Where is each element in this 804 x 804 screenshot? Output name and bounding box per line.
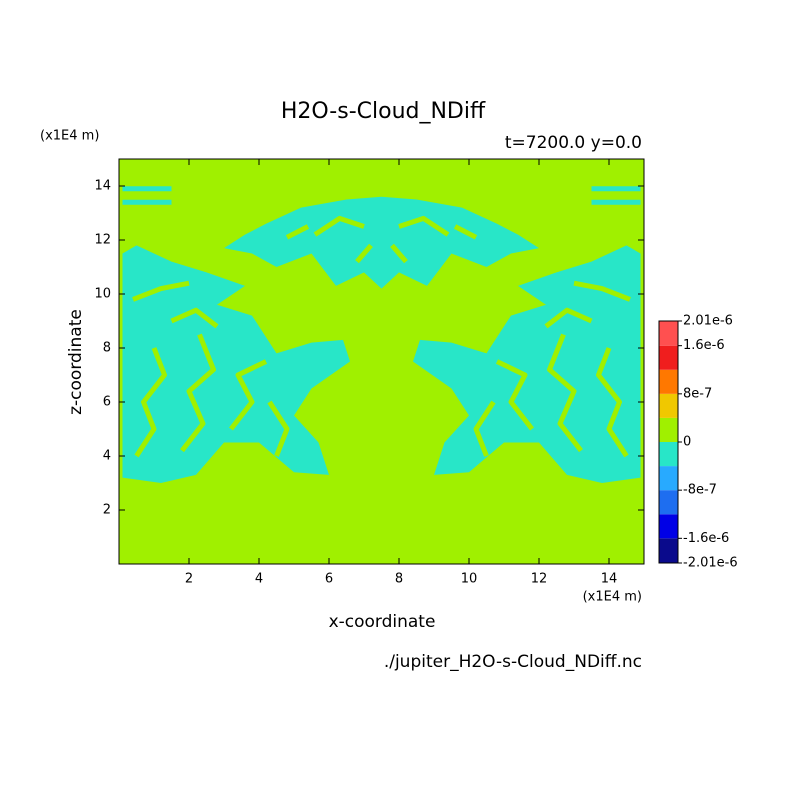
colorbar-label: -2.01e-6 xyxy=(683,556,738,571)
contour-hole xyxy=(285,224,310,240)
contour-hole xyxy=(180,333,216,453)
colorbar-label: 2.01e-6 xyxy=(683,314,733,329)
contour-hole xyxy=(267,400,290,457)
contour-hole xyxy=(313,215,365,237)
contour-hole xyxy=(473,400,496,457)
y-unit: (x1E4 m) xyxy=(40,129,99,144)
contour-hole xyxy=(596,347,629,458)
chart-subtitle: t=7200.0 y=0.0 xyxy=(505,133,642,153)
y-tick-label: 10 xyxy=(94,287,111,302)
x-tick-label: 14 xyxy=(601,572,618,587)
contour-region xyxy=(122,186,641,483)
contour-hole xyxy=(398,215,450,237)
colorbar-bin xyxy=(659,466,678,491)
contour-shape xyxy=(122,245,350,483)
x-tick-label: 10 xyxy=(461,572,478,587)
colorbar-bin xyxy=(659,538,678,563)
colorbar-bin xyxy=(659,321,678,346)
x-tick-label: 8 xyxy=(395,572,403,587)
contour-hole xyxy=(495,359,534,431)
x-unit: (x1E4 m) xyxy=(583,590,642,605)
source-file: ./jupiter_H2O-s-Cloud_NDiff.nc xyxy=(384,652,642,672)
y-tick-label: 8 xyxy=(103,341,111,356)
colorbar-bin xyxy=(659,345,678,370)
contour-hole xyxy=(573,280,631,302)
contour-hole xyxy=(132,280,190,302)
colorbar-label: -8e-7 xyxy=(683,483,717,498)
x-tick-label: 2 xyxy=(185,572,193,587)
y-tick-label: 4 xyxy=(103,449,111,464)
y-tick-label: 14 xyxy=(94,179,111,194)
contour-hole xyxy=(355,243,373,264)
colorbar-bin xyxy=(659,514,678,539)
colorbar-label: -1.6e-6 xyxy=(683,531,729,546)
colorbar-bin xyxy=(659,442,678,467)
colorbar-bin xyxy=(659,369,678,394)
contour-hole xyxy=(453,224,478,240)
contour-hole xyxy=(170,307,219,329)
y-tick-label: 12 xyxy=(94,233,111,248)
colorbar-label: 1.6e-6 xyxy=(683,338,725,353)
y-axis-label: z-coordinate xyxy=(66,309,86,415)
x-tick-label: 4 xyxy=(255,572,263,587)
contour-hole xyxy=(544,307,593,329)
y-tick-label: 6 xyxy=(103,395,111,410)
plot-frame xyxy=(118,158,645,565)
contour-hole xyxy=(229,359,268,431)
contour-hole xyxy=(547,333,583,453)
colorbar-label: 8e-7 xyxy=(683,386,712,401)
contour-hole xyxy=(134,347,167,458)
x-axis-label: x-coordinate xyxy=(329,612,436,632)
colorbar-bin xyxy=(659,393,678,418)
colorbar-bin xyxy=(659,417,678,442)
colorbar-bin xyxy=(659,490,678,515)
colorbar-label: 0 xyxy=(683,435,691,450)
contour-hole xyxy=(390,243,408,264)
y-tick-label: 2 xyxy=(103,503,111,518)
x-tick-label: 12 xyxy=(531,572,548,587)
chart-title: H2O-s-Cloud_NDiff xyxy=(281,99,486,124)
x-tick-label: 6 xyxy=(325,572,333,587)
contour-shape xyxy=(413,245,641,483)
